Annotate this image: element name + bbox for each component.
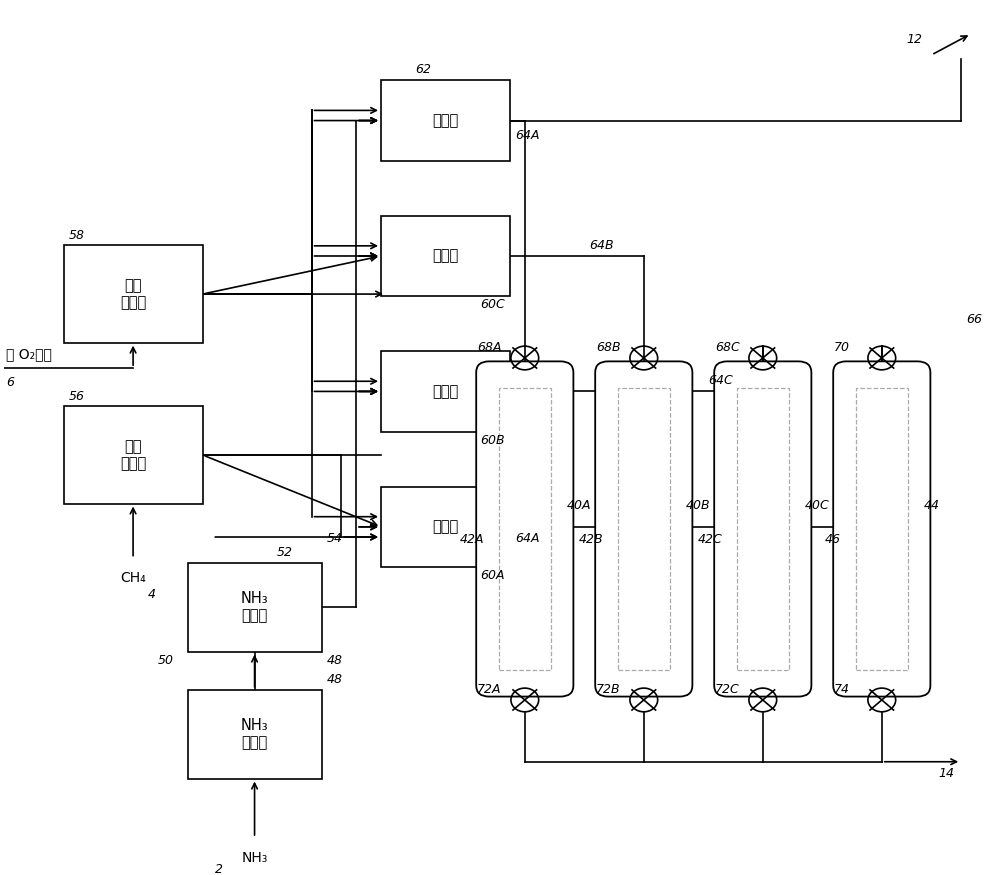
Text: 混合器: 混合器	[432, 248, 459, 263]
FancyBboxPatch shape	[476, 361, 573, 696]
FancyBboxPatch shape	[833, 361, 930, 696]
Text: 40A: 40A	[566, 499, 591, 512]
Text: 60C: 60C	[480, 298, 505, 311]
Text: 含 O₂气体: 含 O₂气体	[6, 347, 52, 361]
Text: 14: 14	[938, 767, 954, 780]
Text: 50: 50	[158, 654, 174, 667]
FancyBboxPatch shape	[499, 388, 551, 670]
FancyBboxPatch shape	[381, 80, 510, 161]
Text: CH₄: CH₄	[120, 571, 146, 585]
FancyBboxPatch shape	[381, 487, 510, 567]
Text: 气体
加热器: 气体 加热器	[120, 438, 146, 471]
Text: 64C: 64C	[708, 374, 733, 387]
Text: 64A: 64A	[515, 533, 539, 545]
FancyBboxPatch shape	[737, 388, 789, 670]
FancyBboxPatch shape	[618, 388, 670, 670]
Text: 60A: 60A	[480, 570, 505, 582]
Text: 空气
压缩机: 空气 压缩机	[120, 278, 146, 311]
Text: 2: 2	[215, 863, 223, 875]
FancyBboxPatch shape	[188, 690, 322, 779]
Text: 68C: 68C	[715, 340, 740, 354]
Text: 70: 70	[834, 340, 850, 354]
Text: NH₃
过热器: NH₃ 过热器	[241, 592, 268, 624]
FancyBboxPatch shape	[714, 361, 811, 696]
FancyBboxPatch shape	[381, 351, 510, 431]
Text: 66: 66	[966, 313, 982, 326]
Text: 42A: 42A	[460, 533, 484, 546]
Text: 混合器: 混合器	[432, 113, 459, 128]
Text: 56: 56	[69, 390, 85, 402]
FancyBboxPatch shape	[856, 388, 908, 670]
Text: 64A: 64A	[515, 129, 539, 142]
Text: 74: 74	[834, 682, 850, 696]
Text: 44: 44	[923, 499, 939, 512]
Text: 72C: 72C	[715, 682, 740, 696]
Text: 4: 4	[148, 588, 156, 601]
Text: 60B: 60B	[480, 434, 505, 447]
FancyBboxPatch shape	[595, 361, 692, 696]
Text: 40B: 40B	[685, 499, 710, 512]
Text: 68B: 68B	[596, 340, 621, 354]
Text: 46: 46	[825, 533, 841, 546]
Text: 42C: 42C	[697, 533, 722, 546]
Text: 40C: 40C	[804, 499, 829, 512]
Text: 58: 58	[69, 229, 85, 242]
Text: 62: 62	[416, 63, 432, 76]
Text: 68A: 68A	[477, 340, 502, 354]
Text: 72A: 72A	[477, 682, 502, 696]
Text: 混合器: 混合器	[432, 520, 459, 535]
Text: 48: 48	[326, 674, 342, 686]
Text: NH₃
蒸发器: NH₃ 蒸发器	[241, 718, 268, 751]
Text: 混合器: 混合器	[432, 384, 459, 399]
FancyBboxPatch shape	[64, 245, 203, 343]
FancyBboxPatch shape	[188, 563, 322, 652]
Text: 48: 48	[326, 654, 342, 667]
Text: 42B: 42B	[579, 533, 603, 546]
Text: 6: 6	[6, 376, 14, 389]
Text: NH₃: NH₃	[241, 850, 268, 864]
FancyBboxPatch shape	[64, 406, 203, 504]
Text: 72B: 72B	[596, 682, 621, 696]
FancyBboxPatch shape	[381, 216, 510, 297]
Text: 54: 54	[326, 532, 342, 545]
Text: 12: 12	[907, 33, 923, 46]
Text: 52: 52	[277, 547, 293, 559]
Text: 64B: 64B	[589, 239, 614, 252]
